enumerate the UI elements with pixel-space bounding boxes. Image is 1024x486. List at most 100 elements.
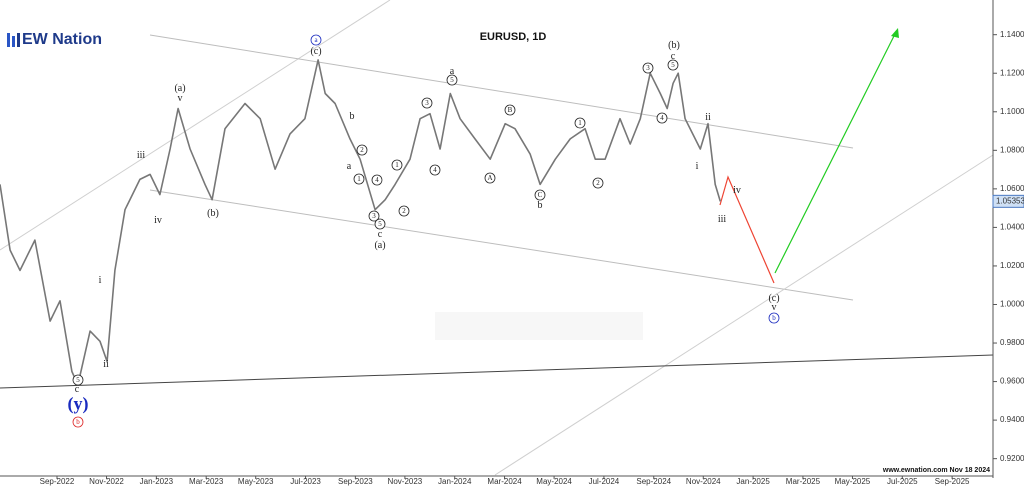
- projection-down: [719, 175, 775, 284]
- y-tick-label: 0.98000: [1000, 338, 1024, 347]
- wave-circle: [484, 172, 496, 184]
- trend-line: [494, 154, 994, 476]
- x-tick-label: May-2025: [835, 477, 871, 486]
- x-tick-label: Jan-2023: [140, 477, 174, 486]
- x-tick-label: Nov-2024: [686, 477, 721, 486]
- wave-circle: [429, 164, 441, 176]
- x-tick-label: Mar-2024: [487, 477, 522, 486]
- last-price-label: 1.05353: [996, 196, 1024, 205]
- wave-circle: [356, 144, 368, 156]
- wave-label: 1: [578, 119, 582, 127]
- x-tick-label: Jan-2025: [736, 477, 770, 486]
- last-price-box: [992, 194, 1024, 208]
- logo: EW Nation: [22, 31, 102, 48]
- wave-circle: [353, 173, 365, 185]
- x-tick-label: Sep-2024: [636, 477, 671, 486]
- watermark: [435, 312, 643, 340]
- wave-label: ii: [103, 359, 109, 370]
- wave-circle: [72, 374, 84, 386]
- wave-label: b: [76, 418, 80, 426]
- chart-title: EURUSD, 1D: [480, 31, 547, 43]
- wave-label: (c): [768, 293, 779, 304]
- wave-label: 3: [425, 99, 429, 107]
- y-tick-label: 1.08000: [1000, 145, 1024, 154]
- wave-label: iii: [718, 214, 727, 225]
- wave-label: b: [538, 200, 543, 211]
- y-tick-label: 1.04000: [1000, 223, 1024, 232]
- wave-label: 3: [372, 212, 376, 220]
- wave-circle: [574, 117, 586, 129]
- wave-label: i: [696, 161, 699, 172]
- y-tick-label: 1.14000: [1000, 30, 1024, 39]
- x-tick-label: Jul-2023: [290, 477, 321, 486]
- wave-label: A: [487, 174, 492, 182]
- wave-circle: [534, 189, 546, 201]
- wave-circle: [656, 112, 668, 124]
- projection-up: [774, 31, 897, 274]
- wave-circle: [642, 62, 654, 74]
- wave-label: (y): [68, 394, 89, 415]
- wave-circle: [72, 416, 84, 428]
- y-tick-label: 1.02000: [1000, 261, 1024, 270]
- support-line: [0, 354, 994, 389]
- logo-icon: [7, 33, 20, 47]
- wave-label: (b): [668, 40, 680, 51]
- y-tick-label: 1.12000: [1000, 68, 1024, 77]
- wave-label: v: [178, 93, 183, 104]
- trend-line: [0, 0, 391, 251]
- y-tick-label: 1.00000: [1000, 300, 1024, 309]
- wave-label: 5: [671, 61, 675, 69]
- wave-circle: [398, 205, 410, 217]
- wave-label: 2: [596, 179, 600, 187]
- x-tick-label: Jul-2024: [589, 477, 620, 486]
- x-tick-label: Jan-2024: [438, 477, 472, 486]
- wave-label: c: [378, 229, 383, 240]
- x-tick-label: Jul-2025: [887, 477, 918, 486]
- arrow-head: [891, 28, 899, 38]
- wave-circle: [391, 159, 403, 171]
- wave-label: B: [508, 106, 513, 114]
- wave-label: v: [772, 302, 777, 313]
- x-tick-label: May-2023: [238, 477, 274, 486]
- y-tick-label: 1.06000: [1000, 184, 1024, 193]
- wave-label: (b): [207, 208, 219, 219]
- wave-label: 4: [660, 114, 664, 122]
- wave-circle: [310, 34, 322, 46]
- wave-label: 5: [378, 220, 382, 228]
- wave-label: 1: [395, 161, 399, 169]
- wave-label: iii: [137, 150, 146, 161]
- x-tick-label: Sep-2022: [40, 477, 75, 486]
- wave-label: iv: [733, 185, 741, 196]
- y-tick-label: 1.10000: [1000, 107, 1024, 116]
- footer: www.ewnation.com Nov 18 2024: [882, 467, 990, 474]
- wave-label: a: [314, 36, 318, 44]
- wave-circle: [667, 59, 679, 71]
- x-tick-label: May-2024: [536, 477, 572, 486]
- wave-label: 3: [646, 64, 650, 72]
- wave-label: (a): [174, 83, 185, 94]
- wave-circle: [592, 177, 604, 189]
- wave-label: 2: [402, 207, 406, 215]
- wave-circle: [421, 97, 433, 109]
- channel-bottom: [149, 189, 854, 301]
- wave-label: ii: [705, 112, 711, 123]
- wave-label: c: [671, 51, 676, 62]
- wave-circle: [371, 174, 383, 186]
- wave-label: 1: [357, 175, 361, 183]
- wave-label: (c): [310, 46, 321, 57]
- logo-box: [4, 28, 118, 52]
- wave-label: 4: [375, 176, 379, 184]
- x-tick-label: Mar-2025: [786, 477, 821, 486]
- wave-label: (a): [374, 240, 385, 251]
- x-tick-label: Nov-2023: [388, 477, 423, 486]
- wave-circle: [374, 218, 386, 230]
- channel-top: [149, 34, 854, 149]
- wave-label: 5: [76, 376, 80, 384]
- wave-label: 5: [450, 76, 454, 84]
- x-tick-label: Mar-2023: [189, 477, 224, 486]
- price-line: [0, 59, 722, 386]
